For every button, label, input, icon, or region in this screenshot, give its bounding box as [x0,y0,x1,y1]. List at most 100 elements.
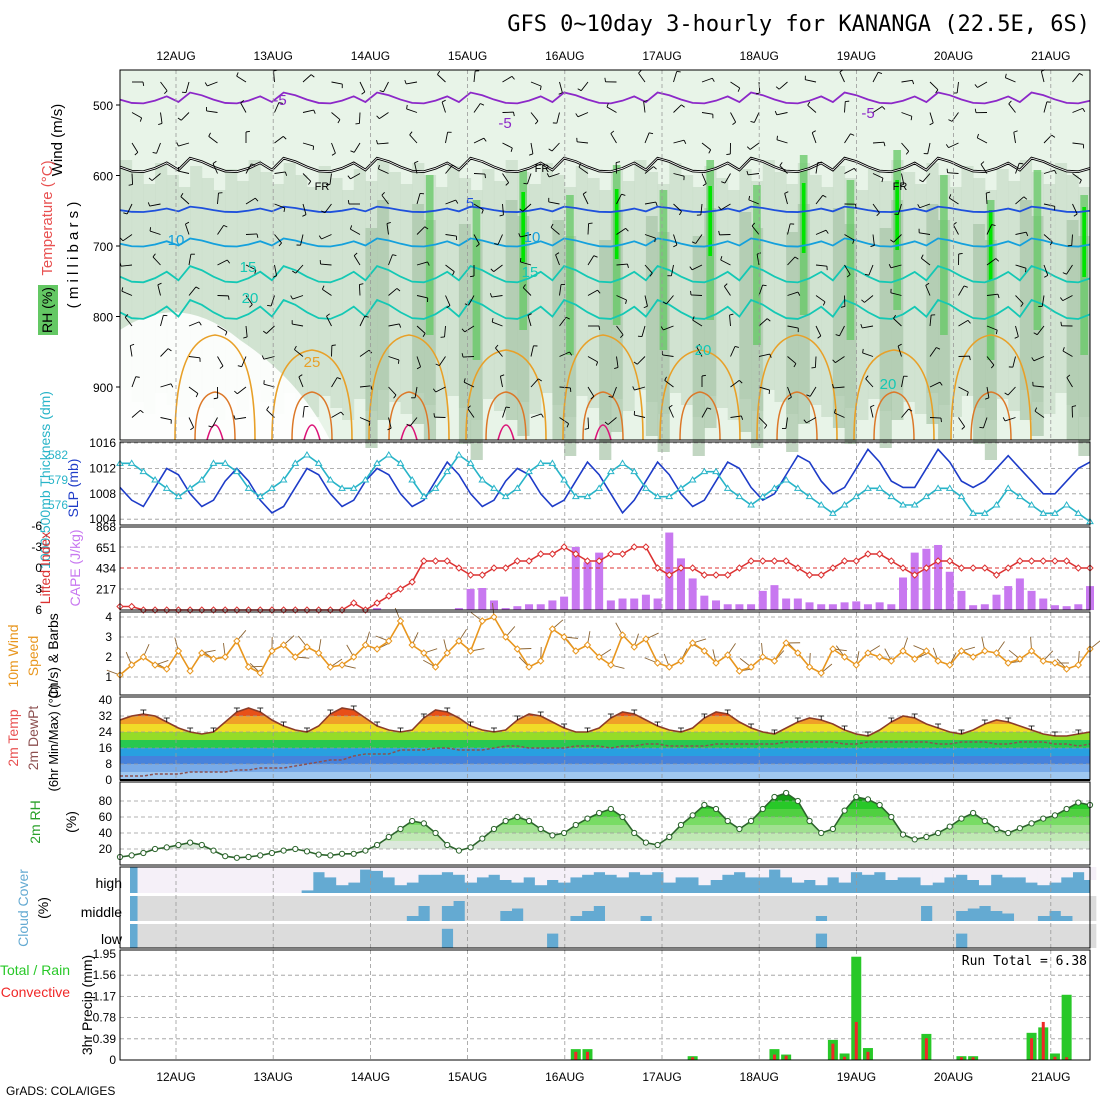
thickness-line-point [677,484,685,491]
cloud-clear-cell [1037,924,1050,948]
wind-speed-line-point [794,649,802,657]
wind-barb [502,142,513,149]
wind-barb-flag [223,224,228,228]
wind-speed-line-point [279,641,288,649]
wind-barb-flag [974,84,978,88]
wind-barb [1062,350,1073,357]
wind-barb [445,295,451,306]
wind-barb [929,347,937,357]
wind-speed-line-point [910,655,919,663]
cape-bar [583,562,592,610]
wind-tick: 3 [105,630,112,644]
slp-tick: 1008 [89,487,116,501]
cloud-clear-cell [873,924,886,948]
thickness-line-point [478,476,487,483]
wind-barb-flag [534,120,539,125]
wind-barb [868,264,874,276]
thickness-line-point [922,492,931,500]
wind-barb [1033,356,1045,362]
cloud-clear-cell [266,896,279,921]
wind-barb [548,173,560,178]
wind-barb [1015,264,1027,269]
wind-barb [673,139,685,144]
wind-barb [606,106,617,113]
lifted-index-line-point [1062,557,1071,565]
wind-speed-line-point [712,659,720,667]
rh-line-point [631,829,638,837]
rh-line-point [198,841,205,849]
cloud-clear-cell [359,867,372,870]
lifted-index-line-point [490,564,498,572]
lifted-index-line-point [887,557,896,565]
wind-barb-flag [1002,417,1006,422]
cloud-clear-cell [663,867,676,883]
wind-barb [320,263,332,266]
rh-line-point [338,850,346,857]
wind-barb-flag [262,330,267,334]
wind-barb [149,203,161,207]
cloud-clear-cell [207,896,220,921]
wind-barb [806,417,817,424]
cloud-clear-cell [605,867,618,875]
lifted-index-line-point [513,557,522,565]
rh-band [587,178,600,408]
cloud-clear-cell [523,867,536,878]
rh-line-point [829,825,836,833]
lifted-index-line-point [910,571,919,579]
wind-barb [587,386,595,397]
wind-barb-flag [668,404,673,408]
wind-barb-flag [708,149,712,154]
wind-barb-flag [489,293,493,298]
thickness-line-point [314,459,323,466]
cloud-clear-cell [920,896,933,906]
date-label-top: 12AUG [156,49,195,63]
rh-band [599,240,612,460]
temp-band [120,756,1090,764]
ylabel-10m-wind: 10m Wind [5,624,21,687]
rh-line-point [596,809,603,817]
rh-line-point [257,852,264,859]
wind-barb [353,142,361,153]
cloud-clear-cell [382,924,396,948]
wind-barb-flag [582,191,587,195]
wind-speed-line-point [1027,647,1036,655]
wind-barb-flag [732,121,736,126]
wind-speed-line-point [759,653,767,661]
lifted-index-line-point [875,550,884,558]
ylabel-rh-unit: (%) [63,811,79,833]
wind-barb [124,317,133,327]
wind-barb [217,356,224,367]
lifted-index-line-point [992,571,1001,579]
wind-barb-flag [654,238,656,243]
wind-barb-flag [1008,100,1012,105]
cloud-clear-cell [803,867,816,880]
thickness-line-point [443,467,452,475]
contour-35 [303,424,321,441]
wind-speed-line-point [934,657,942,665]
cloud-clear-cell [1049,867,1062,883]
lifted-index-line-point [572,550,580,558]
wind-barb [776,112,788,116]
rh-line-point [712,805,720,813]
rh-line-point [397,825,404,833]
cloud-clear-cell [850,924,863,948]
wind-barb [872,203,880,214]
rh-line-point [841,807,848,814]
cape-bar [595,552,604,610]
wind-barb-flag [321,285,325,290]
wind-barb [578,166,589,174]
wind-speed-line-point [653,659,662,667]
thickness-line-point [583,492,592,500]
wind-barb [1033,385,1045,388]
wind-barb-flag [569,351,573,356]
ylabel-barbs: (m/s) & Barbs [45,613,61,699]
lifted-index-line-point [595,557,603,565]
rh-line-point [853,793,860,801]
wind-speed-line-point [688,639,697,647]
wind-speed-line-point [537,657,545,665]
wind-barb-flag [974,108,977,113]
cape-bar [501,608,510,610]
rh-shading [120,70,1091,460]
wind-speed-line-point [373,645,381,653]
